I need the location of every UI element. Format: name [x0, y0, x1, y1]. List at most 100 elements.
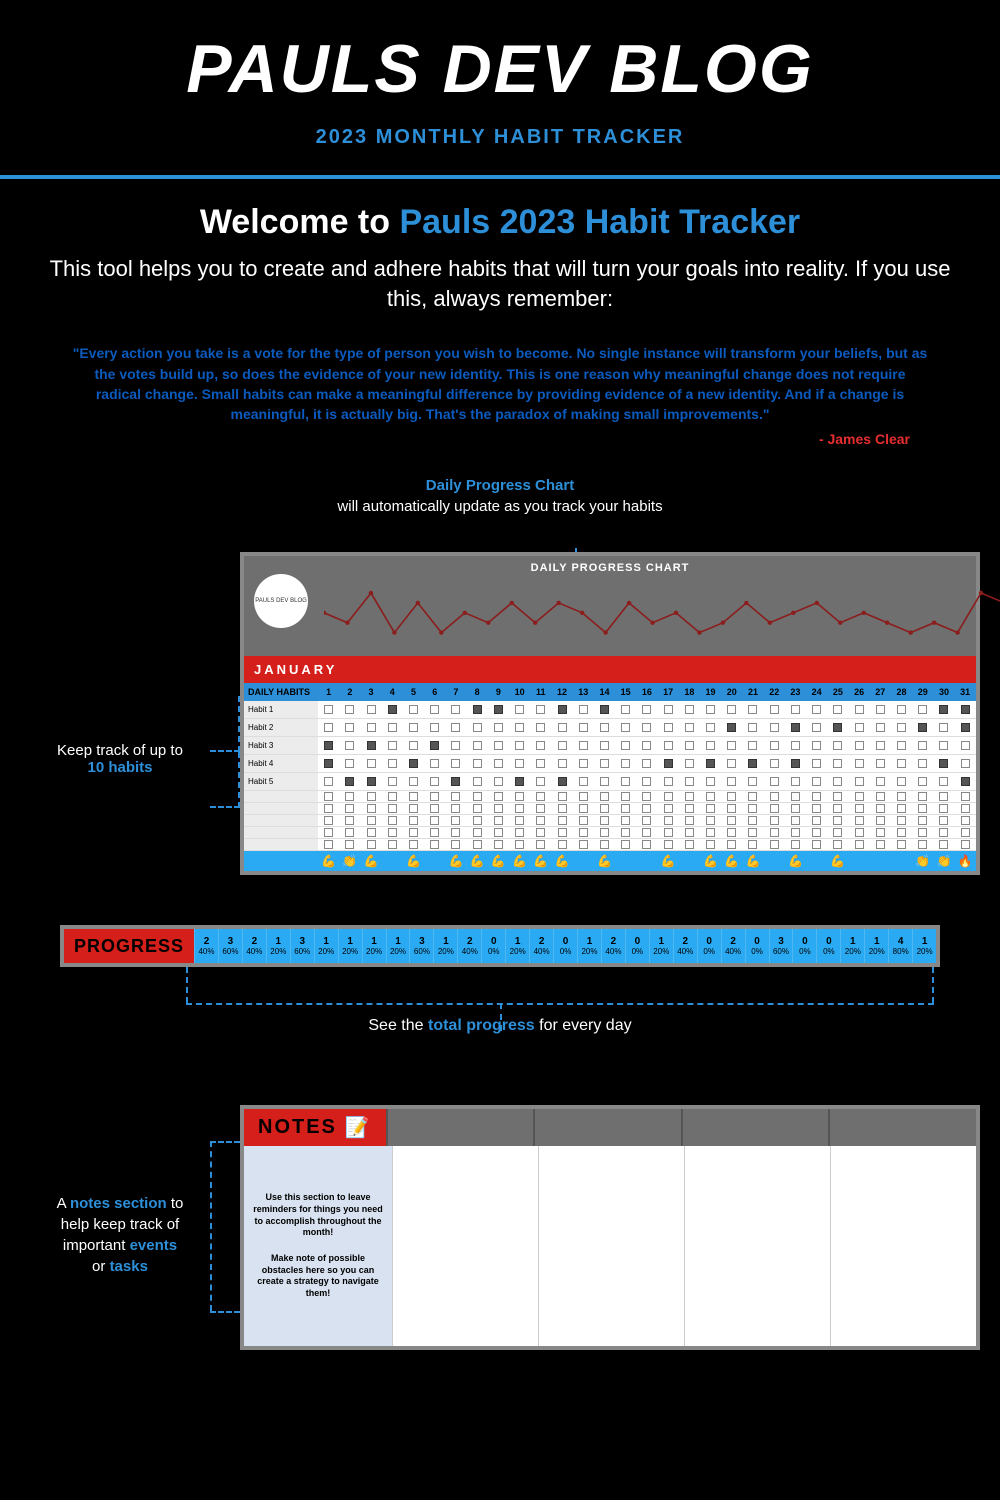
habit-cell[interactable] [318, 827, 339, 838]
checkbox-icon[interactable] [855, 840, 864, 849]
checkbox-icon[interactable] [812, 840, 821, 849]
checkbox-icon[interactable] [791, 816, 800, 825]
habit-cell[interactable] [700, 839, 721, 850]
checkbox-icon[interactable] [345, 792, 354, 801]
checkbox-icon[interactable] [664, 723, 673, 732]
checkbox-icon[interactable] [473, 828, 482, 837]
habit-cell[interactable] [891, 737, 912, 754]
checkbox-icon[interactable] [876, 840, 885, 849]
habit-cell[interactable] [360, 827, 381, 838]
checkbox-icon[interactable] [685, 840, 694, 849]
checkbox-icon[interactable] [515, 723, 524, 732]
checkbox-icon[interactable] [451, 777, 460, 786]
checkbox-icon[interactable] [791, 792, 800, 801]
checkbox-icon[interactable] [897, 828, 906, 837]
habit-cell[interactable] [827, 803, 848, 814]
checkbox-icon[interactable] [324, 705, 333, 714]
habit-cell[interactable] [615, 827, 636, 838]
checkbox-icon[interactable] [918, 741, 927, 750]
habit-cell[interactable] [848, 803, 869, 814]
habit-cell[interactable] [827, 791, 848, 802]
habit-cell[interactable] [467, 701, 488, 718]
checkbox-icon[interactable] [833, 816, 842, 825]
habit-cell[interactable] [764, 839, 785, 850]
checkbox-icon[interactable] [324, 759, 333, 768]
checkbox-icon[interactable] [409, 816, 418, 825]
habit-cell[interactable] [721, 791, 742, 802]
checkbox-icon[interactable] [961, 840, 970, 849]
habit-cell[interactable] [721, 755, 742, 772]
habit-cell[interactable] [764, 803, 785, 814]
checkbox-icon[interactable] [961, 705, 970, 714]
checkbox-icon[interactable] [621, 723, 630, 732]
habit-cell[interactable] [530, 791, 551, 802]
habit-cell[interactable] [806, 755, 827, 772]
checkbox-icon[interactable] [876, 792, 885, 801]
habit-cell[interactable] [530, 719, 551, 736]
habit-cell[interactable] [318, 839, 339, 850]
habit-cell[interactable] [573, 773, 594, 790]
checkbox-icon[interactable] [579, 804, 588, 813]
habit-cell[interactable] [955, 755, 976, 772]
checkbox-icon[interactable] [515, 705, 524, 714]
habit-cell[interactable] [382, 791, 403, 802]
habit-cell[interactable] [933, 839, 954, 850]
checkbox-icon[interactable] [367, 840, 376, 849]
checkbox-icon[interactable] [961, 816, 970, 825]
habit-cell[interactable] [594, 791, 615, 802]
checkbox-icon[interactable] [473, 816, 482, 825]
habit-cell[interactable] [742, 827, 763, 838]
checkbox-icon[interactable] [897, 705, 906, 714]
checkbox-icon[interactable] [897, 741, 906, 750]
habit-cell[interactable] [764, 719, 785, 736]
habit-cell[interactable] [615, 773, 636, 790]
checkbox-icon[interactable] [706, 792, 715, 801]
checkbox-icon[interactable] [812, 723, 821, 732]
checkbox-icon[interactable] [409, 723, 418, 732]
checkbox-icon[interactable] [706, 816, 715, 825]
habit-cell[interactable] [424, 827, 445, 838]
habit-cell[interactable] [339, 737, 360, 754]
checkbox-icon[interactable] [558, 840, 567, 849]
habit-cell[interactable] [382, 701, 403, 718]
habit-cell[interactable] [848, 827, 869, 838]
habit-cell[interactable] [615, 791, 636, 802]
checkbox-icon[interactable] [536, 759, 545, 768]
habit-cell[interactable] [636, 737, 657, 754]
habit-cell[interactable] [700, 791, 721, 802]
habit-cell[interactable] [594, 719, 615, 736]
checkbox-icon[interactable] [494, 792, 503, 801]
checkbox-icon[interactable] [536, 777, 545, 786]
habit-cell[interactable] [636, 719, 657, 736]
checkbox-icon[interactable] [536, 741, 545, 750]
habit-cell[interactable] [573, 803, 594, 814]
checkbox-icon[interactable] [451, 759, 460, 768]
checkbox-icon[interactable] [430, 741, 439, 750]
habit-cell[interactable] [700, 737, 721, 754]
habit-cell[interactable] [700, 719, 721, 736]
checkbox-icon[interactable] [558, 705, 567, 714]
habit-cell[interactable] [679, 803, 700, 814]
checkbox-icon[interactable] [939, 759, 948, 768]
habit-cell[interactable] [403, 737, 424, 754]
habit-cell[interactable] [785, 737, 806, 754]
checkbox-icon[interactable] [918, 705, 927, 714]
habit-cell[interactable] [509, 839, 530, 850]
checkbox-icon[interactable] [367, 759, 376, 768]
habit-cell[interactable] [509, 815, 530, 826]
habit-cell[interactable] [785, 773, 806, 790]
checkbox-icon[interactable] [345, 804, 354, 813]
checkbox-icon[interactable] [727, 723, 736, 732]
checkbox-icon[interactable] [685, 816, 694, 825]
habit-cell[interactable] [806, 701, 827, 718]
checkbox-icon[interactable] [812, 741, 821, 750]
habit-cell[interactable] [424, 791, 445, 802]
habit-cell[interactable] [636, 773, 657, 790]
habit-cell[interactable] [551, 755, 572, 772]
checkbox-icon[interactable] [494, 828, 503, 837]
habit-cell[interactable] [339, 815, 360, 826]
checkbox-icon[interactable] [451, 741, 460, 750]
habit-cell[interactable] [467, 839, 488, 850]
habit-cell[interactable] [912, 827, 933, 838]
habit-cell[interactable] [424, 803, 445, 814]
